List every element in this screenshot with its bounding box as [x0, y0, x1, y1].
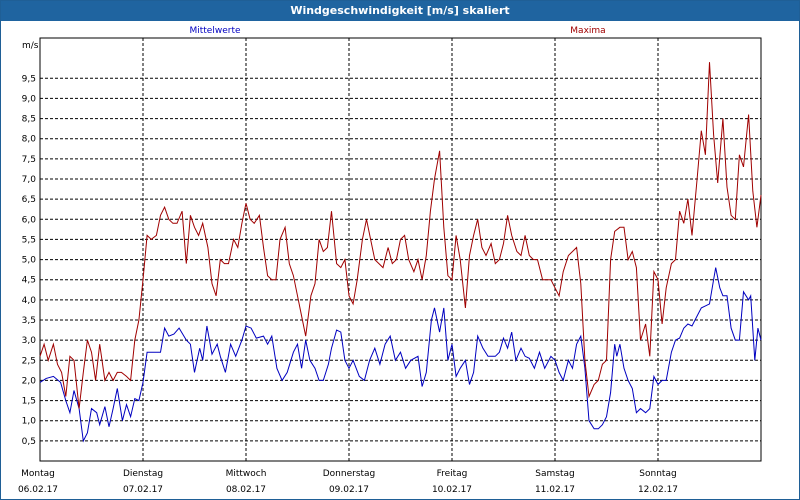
y-tick-label: 8,0 — [22, 135, 37, 145]
y-tick-labels: 0,5 1,0 1,5 2,0 2,5 3,0 3,5 4,0 4,5 5,0 5,5 6,0 6,5 7… — [22, 74, 37, 447]
series-line-maxima — [39, 62, 762, 409]
y-axis-label: m/s — [22, 41, 39, 51]
y-tick-label: 9,5 — [22, 74, 36, 84]
x-day-label: Samstag — [535, 469, 574, 479]
y-tick-label: 4,0 — [22, 296, 37, 306]
legend-mittelwerte: Mittelwerte — [189, 26, 240, 36]
y-tick-label: 7,0 — [22, 175, 37, 185]
y-tick-label: 9,0 — [22, 94, 37, 104]
series-lines — [39, 62, 762, 443]
y-tick-label: 8,5 — [22, 115, 36, 125]
legend-maxima: Maxima — [570, 26, 605, 36]
y-tick-label: 2,5 — [22, 356, 36, 366]
x-day-label: Donnerstag — [323, 469, 376, 479]
y-tick-label: 7,5 — [22, 155, 36, 165]
x-date-label: 07.02.17 — [123, 485, 163, 495]
x-day-label: Dienstag — [123, 469, 163, 479]
x-date-label: 08.02.17 — [226, 485, 266, 495]
y-tick-label: 4,5 — [22, 276, 36, 286]
plot-frame — [39, 37, 762, 462]
x-date-label: 06.02.17 — [18, 485, 58, 495]
y-tick-label: 0,5 — [22, 437, 36, 447]
x-date-label: 09.02.17 — [329, 485, 369, 495]
y-tick-label: 6,0 — [22, 215, 37, 225]
x-date-label: 10.02.17 — [432, 485, 472, 495]
x-day-label: Mittwoch — [226, 469, 267, 479]
y-tick-label: 5,5 — [22, 235, 36, 245]
y-tick-label: 5,0 — [22, 256, 37, 266]
y-tick-label: 3,0 — [22, 336, 37, 346]
y-tick-label: 3,5 — [22, 316, 36, 326]
series-line-mittelwerte — [39, 267, 762, 443]
y-tick-label: 6,5 — [22, 195, 36, 205]
y-tick-label: 2,0 — [22, 376, 37, 386]
x-date-label: 11.02.17 — [535, 485, 575, 495]
chart-title: Windgeschwindigkeit [m/s] skaliert — [1, 1, 799, 21]
y-tick-label: 1,5 — [22, 397, 36, 407]
grid-lines — [40, 38, 761, 461]
x-day-label: Montag — [21, 469, 55, 479]
x-day-label: Sonntag — [639, 469, 676, 479]
x-day-label: Freitag — [437, 469, 468, 479]
y-tick-label: 1,0 — [22, 417, 37, 427]
x-tick-labels: Montag 06.02.17 Dienstag 07.02.17 Mittwoch 08… — [18, 469, 678, 495]
x-date-label: 12.02.17 — [638, 485, 678, 495]
